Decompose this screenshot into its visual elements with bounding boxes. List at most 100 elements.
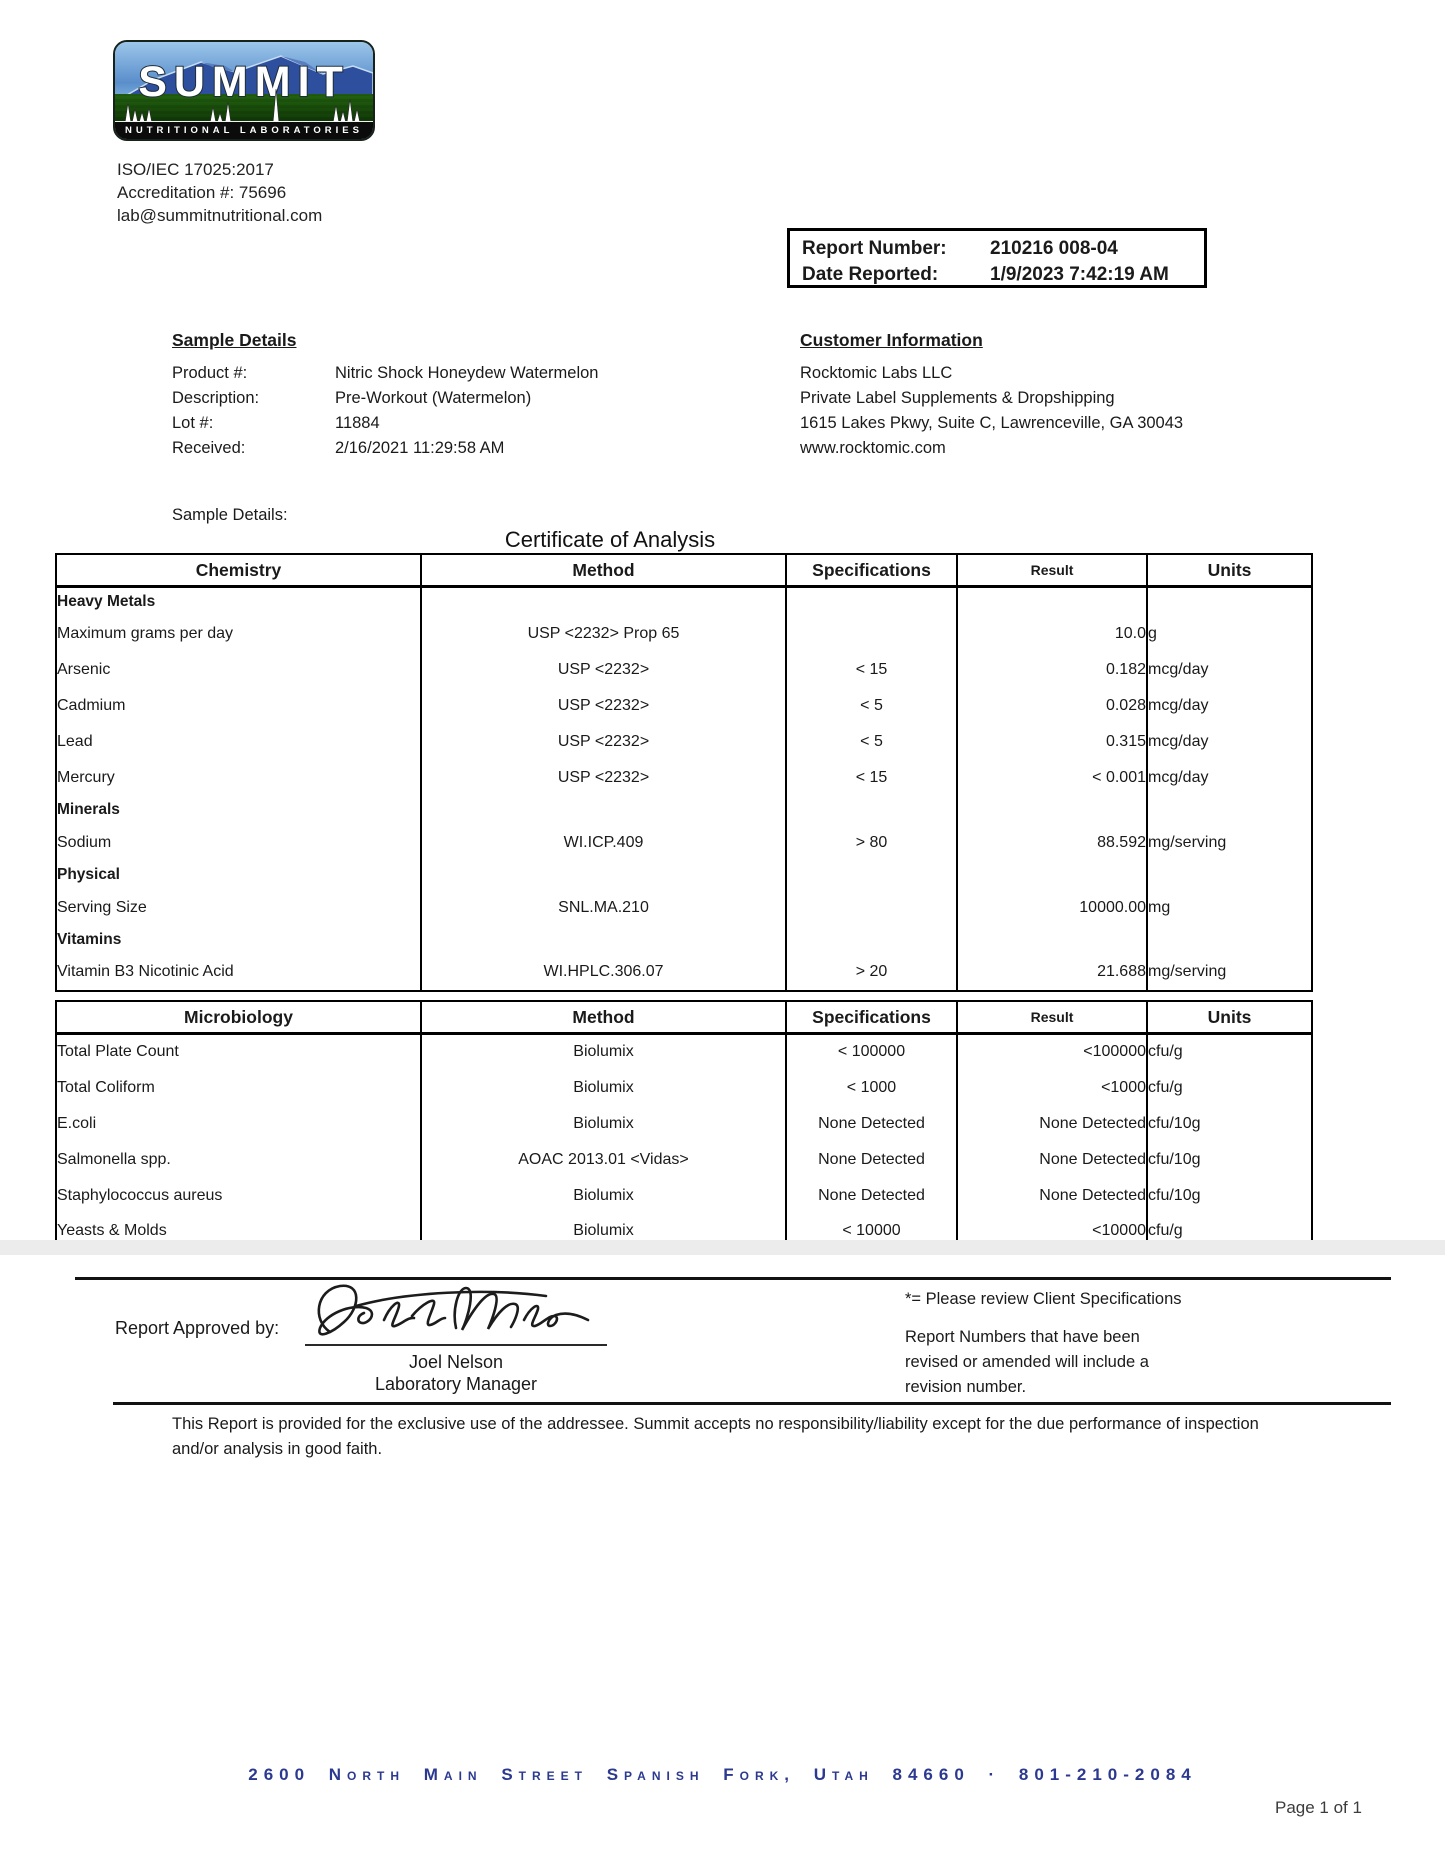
table-row: E.coli Biolumix None Detected None Detected… xyxy=(56,1105,1312,1142)
cell-method: Biolumix xyxy=(420,1069,786,1106)
cell-units: mg xyxy=(1146,889,1312,926)
signature-line xyxy=(305,1344,607,1346)
iso-standard-text: ISO/IEC 17025:2017 xyxy=(117,160,274,179)
cell-units xyxy=(1146,925,1312,955)
section-row: Minerals xyxy=(56,795,1312,825)
cell-spec xyxy=(785,795,957,825)
microbiology-header: Microbiology xyxy=(56,1001,421,1035)
cell-name: Cadmium xyxy=(57,696,126,714)
cell-result: None Detected xyxy=(956,1105,1147,1142)
report-number-value: 210216 008-04 xyxy=(990,238,1118,259)
chemistry-table: Chemistry Method Specifications Result U… xyxy=(55,553,1313,992)
sample-details-extra-label: Sample Details: xyxy=(172,506,288,524)
cell-units xyxy=(1146,795,1312,825)
disclaimer-text: This Report is provided for the exclusiv… xyxy=(172,1415,1259,1458)
cell-spec: < 5 xyxy=(785,723,957,760)
cell-method: Biolumix xyxy=(420,1033,786,1070)
page-number: Page 1 of 1 xyxy=(1275,1798,1362,1817)
cell-units: cfu/10g xyxy=(1146,1177,1312,1214)
accreditation-number-text: Accreditation #: 75696 xyxy=(117,183,287,202)
cell-spec: < 1000 xyxy=(785,1069,957,1106)
cell-name: Minerals xyxy=(57,801,120,818)
summit-logo: SUMMIT NUTRITIONAL LABORATORIES xyxy=(113,40,375,141)
divider-line xyxy=(113,1402,1391,1405)
product-label: Product #: xyxy=(172,364,248,382)
cell-result: 88.592 xyxy=(956,824,1147,861)
cell-name: Staphylococcus aureus xyxy=(57,1186,223,1204)
product-value: Nitric Shock Honeydew Watermelon xyxy=(335,364,599,382)
cell-spec: < 100000 xyxy=(785,1033,957,1070)
cell-name: Total Coliform xyxy=(57,1078,155,1096)
customer-website: www.rocktomic.com xyxy=(800,439,946,457)
cell-spec: None Detected xyxy=(785,1105,957,1142)
logo-subtitle-bar: NUTRITIONAL LABORATORIES xyxy=(115,121,373,139)
section-row: Heavy Metals xyxy=(56,586,1312,616)
cell-method: WI.HPLC.306.07 xyxy=(420,954,786,991)
cell-spec: None Detected xyxy=(785,1141,957,1178)
section-row: Physical xyxy=(56,860,1312,890)
cell-method: SNL.MA.210 xyxy=(420,889,786,926)
chemistry-header: Chemistry xyxy=(56,554,421,588)
cell-spec: > 20 xyxy=(785,954,957,991)
cell-spec: > 80 xyxy=(785,824,957,861)
cell-method: USP <2232> xyxy=(420,687,786,724)
cell-name: Sodium xyxy=(57,833,112,851)
cell-result: < 0.001 xyxy=(956,759,1147,796)
cell-result: None Detected xyxy=(956,1141,1147,1178)
chromatogram-peaks-icon xyxy=(124,88,361,123)
customer-address: 1615 Lakes Pkwy, Suite C, Lawrenceville,… xyxy=(800,414,1184,432)
scan-gray-band xyxy=(0,1240,1445,1255)
page-title: Certificate of Analysis xyxy=(504,527,716,552)
cell-method: Biolumix xyxy=(420,1105,786,1142)
table-row: Staphylococcus aureus Biolumix None Detect… xyxy=(56,1177,1312,1214)
cell-spec: < 5 xyxy=(785,687,957,724)
customer-information-heading: Customer Information xyxy=(800,330,983,350)
cell-name: Maximum grams per day xyxy=(57,624,234,642)
table-row: Total Plate Count Biolumix < 100000 <100000… xyxy=(56,1033,1312,1070)
cell-method xyxy=(420,795,786,825)
revision-footnote-line2: revised or amended will include a xyxy=(905,1353,1149,1371)
cell-method: USP <2232> xyxy=(420,651,786,688)
sample-details-section: Sample Details Product #: Nitric Shock H… xyxy=(172,330,598,525)
cell-units: mg/serving xyxy=(1146,954,1312,991)
cell-result xyxy=(956,795,1147,825)
chemistry-table-header-row: Chemistry Method Specifications Result U… xyxy=(56,554,1312,588)
chemistry-table-body: Heavy Metals Maximum grams per day USP <22… xyxy=(56,586,1312,991)
divider-line xyxy=(75,1277,1391,1280)
cell-name: Yeasts & Molds xyxy=(57,1222,167,1239)
date-reported-label: Date Reported: xyxy=(802,264,939,285)
cell-name: Total Plate Count xyxy=(57,1043,179,1061)
signer-title: Laboratory Manager xyxy=(374,1374,538,1394)
cell-result: 10000.00 xyxy=(956,889,1147,926)
table-row: Salmonella spp. AOAC 2013.01 <Vidas> None … xyxy=(56,1141,1312,1178)
cell-spec xyxy=(785,889,957,926)
table-row: Serving Size SNL.MA.210 10000.00 mg xyxy=(56,889,1312,926)
cell-name: Vitamins xyxy=(57,931,122,948)
cell-units: mg/serving xyxy=(1146,824,1312,861)
microbiology-table-body: Total Plate Count Biolumix < 100000 <100000… xyxy=(56,1033,1312,1250)
cell-method: Biolumix xyxy=(420,1177,786,1214)
cell-name: Heavy Metals xyxy=(57,592,156,610)
cell-result: None Detected xyxy=(956,1177,1147,1214)
table-row: Cadmium USP <2232> < 5 0.028 mcg/day xyxy=(56,687,1312,724)
cell-method: USP <2232> xyxy=(420,723,786,760)
cell-name: Salmonella spp. xyxy=(57,1150,171,1168)
cell-name: Physical xyxy=(57,866,120,883)
mountain-icon xyxy=(115,55,373,106)
cell-units: cfu/g xyxy=(1146,1033,1312,1070)
table-row: Sodium WI.ICP.409 > 80 88.592 mg/serving xyxy=(56,824,1312,861)
cell-spec xyxy=(785,925,957,955)
cell-name: Mercury xyxy=(57,768,115,786)
table-row: Vitamin B3 Nicotinic Acid WI.HPLC.306.07 >… xyxy=(56,954,1312,991)
result-header: Result xyxy=(956,554,1147,588)
cell-spec: None Detected xyxy=(785,1177,957,1214)
lab-email-text: lab@summitnutritional.com xyxy=(117,206,323,225)
cell-units: cfu/g xyxy=(1146,1069,1312,1106)
logo-field-background xyxy=(115,94,373,123)
cell-units: g xyxy=(1146,615,1312,652)
report-number-label: Report Number: xyxy=(802,238,947,259)
table-row: Arsenic USP <2232> < 15 0.182 mcg/day xyxy=(56,651,1312,688)
method-header: Method xyxy=(420,554,786,588)
table-row: Mercury USP <2232> < 15 < 0.001 mcg/day xyxy=(56,759,1312,796)
table-row: Total Coliform Biolumix < 1000 <1000 cfu/g xyxy=(56,1069,1312,1106)
